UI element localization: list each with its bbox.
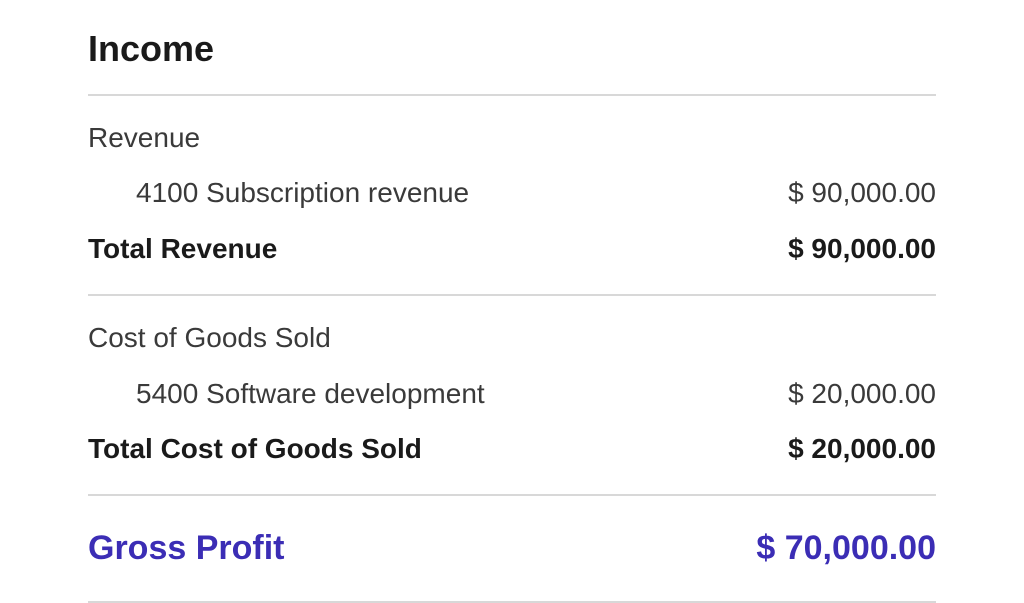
income-statement: Income Revenue 4100 Subscription revenue…: [88, 28, 936, 603]
revenue-total-value: $ 90,000.00: [788, 227, 936, 270]
revenue-group: Revenue 4100 Subscription revenue $ 90,0…: [88, 96, 936, 294]
gross-profit-label: Gross Profit: [88, 522, 756, 575]
cogs-line-value: $ 20,000.00: [788, 372, 936, 415]
cogs-group: Cost of Goods Sold 5400 Software develop…: [88, 296, 936, 494]
gross-profit-row: Gross Profit $ 70,000.00: [88, 496, 936, 601]
cogs-line-row: 5400 Software development $ 20,000.00: [88, 366, 936, 421]
cogs-category-label: Cost of Goods Sold: [88, 316, 936, 359]
cogs-total-row: Total Cost of Goods Sold $ 20,000.00: [88, 421, 936, 476]
cogs-total-label: Total Cost of Goods Sold: [88, 427, 788, 470]
cogs-category-row: Cost of Goods Sold: [88, 310, 936, 365]
revenue-line-label: 4100 Subscription revenue: [88, 171, 788, 214]
revenue-category-label: Revenue: [88, 116, 936, 159]
revenue-line-value: $ 90,000.00: [788, 171, 936, 214]
revenue-total-row: Total Revenue $ 90,000.00: [88, 221, 936, 276]
revenue-total-label: Total Revenue: [88, 227, 788, 270]
revenue-category-row: Revenue: [88, 110, 936, 165]
cogs-total-value: $ 20,000.00: [788, 427, 936, 470]
cogs-line-label: 5400 Software development: [88, 372, 788, 415]
section-title-income: Income: [88, 28, 936, 70]
gross-profit-value: $ 70,000.00: [756, 522, 936, 575]
revenue-line-row: 4100 Subscription revenue $ 90,000.00: [88, 165, 936, 220]
